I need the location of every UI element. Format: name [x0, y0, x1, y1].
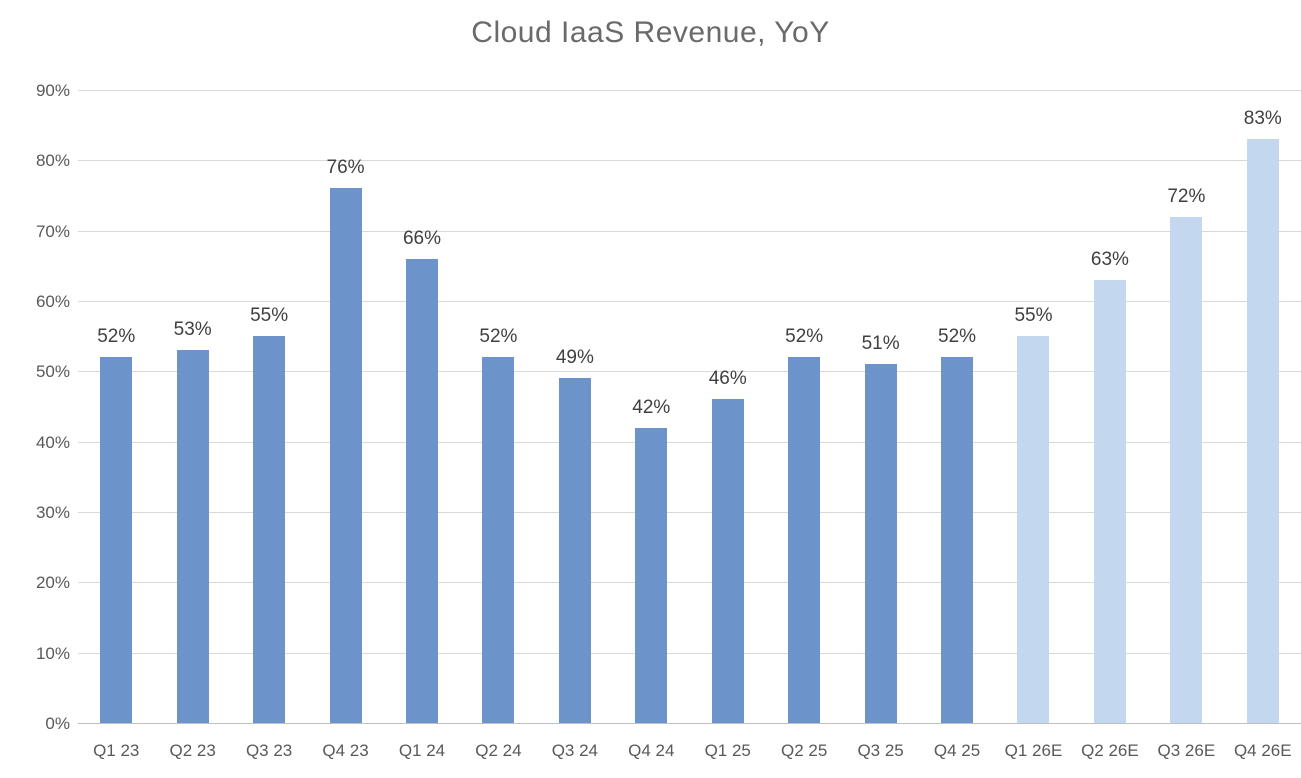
y-axis-tick-label: 70% [35, 221, 70, 241]
bar-data-label: 52% [785, 326, 824, 348]
bar-data-label: 52% [97, 326, 136, 348]
gridline [78, 160, 1301, 162]
y-axis-tick-label: 40% [35, 432, 70, 452]
bar-data-label: 66% [402, 227, 441, 249]
y-axis-tick-label: 80% [35, 151, 70, 171]
y-axis-tick-label: 30% [35, 503, 70, 522]
y-axis-tick-label: 90% [35, 81, 70, 100]
gridline [78, 371, 1301, 373]
gridline [78, 230, 1301, 232]
bar-actual [176, 350, 209, 723]
bar-data-label: 46% [708, 368, 747, 390]
x-axis-label: Q4 26E [1233, 741, 1292, 760]
x-axis-line [78, 723, 1301, 724]
bar-estimate [1170, 216, 1203, 723]
bar-data-label: 55% [250, 305, 289, 327]
x-axis-label: Q1 24 [398, 741, 446, 760]
gridline [78, 582, 1301, 584]
x-axis-label: Q3 23 [245, 741, 293, 760]
x-axis-label: Q2 25 [781, 741, 828, 760]
x-axis-label: Q4 24 [628, 741, 675, 760]
gridline [78, 652, 1301, 654]
x-axis-label: Q2 26E [1081, 741, 1139, 760]
gridline [78, 512, 1301, 513]
x-axis-label: Q2 24 [475, 741, 522, 760]
y-axis-tick-label: 0% [45, 714, 70, 733]
bar-actual [100, 357, 133, 723]
bar-actual [711, 399, 744, 723]
bar-actual [864, 364, 897, 723]
bar-data-label: 63% [1090, 248, 1129, 270]
bar-actual [253, 336, 286, 723]
gridline [78, 90, 1301, 91]
x-axis-label: Q2 23 [169, 741, 216, 760]
bar-data-label: 72% [1167, 185, 1206, 207]
x-axis-label: Q1 26E [1004, 741, 1063, 760]
bar-data-label: 51% [861, 333, 900, 355]
bar-data-label: 83% [1243, 108, 1282, 130]
x-axis-label: Q3 25 [857, 741, 904, 760]
bar-actual [482, 357, 515, 723]
bar-actual [788, 357, 821, 723]
x-axis-label: Q4 23 [322, 741, 369, 760]
bar-estimate [1246, 139, 1279, 723]
bar-actual [405, 258, 438, 723]
gridline [78, 301, 1301, 302]
bar-actual [558, 378, 591, 723]
gridline [78, 441, 1301, 443]
x-axis-label: Q3 24 [551, 741, 598, 760]
chart-title: Cloud IaaS Revenue, YoY [471, 16, 830, 49]
x-axis-label: Q3 26E [1157, 741, 1216, 760]
bar-data-label: 76% [326, 157, 365, 179]
bar-data-label: 52% [938, 326, 977, 348]
bar-actual [635, 427, 668, 723]
bar-estimate [1017, 336, 1050, 723]
y-axis-tick-label: 10% [35, 643, 70, 663]
bar-estimate [1093, 279, 1126, 723]
y-axis-tick-label: 50% [35, 362, 70, 382]
bar-data-label: 53% [173, 319, 212, 341]
bar-data-label: 49% [555, 347, 594, 369]
y-axis-tick-label: 60% [35, 292, 70, 311]
y-axis-tick-label: 20% [35, 573, 70, 593]
bar-data-label: 52% [479, 326, 518, 348]
bar-data-label: 42% [632, 396, 671, 418]
x-axis-label: Q1 23 [93, 741, 140, 760]
x-axis-label: Q4 25 [933, 741, 981, 760]
bar-data-label: 55% [1014, 305, 1053, 327]
bar-actual [941, 357, 974, 723]
bar-actual [329, 188, 362, 723]
x-axis-label: Q1 25 [704, 741, 751, 760]
